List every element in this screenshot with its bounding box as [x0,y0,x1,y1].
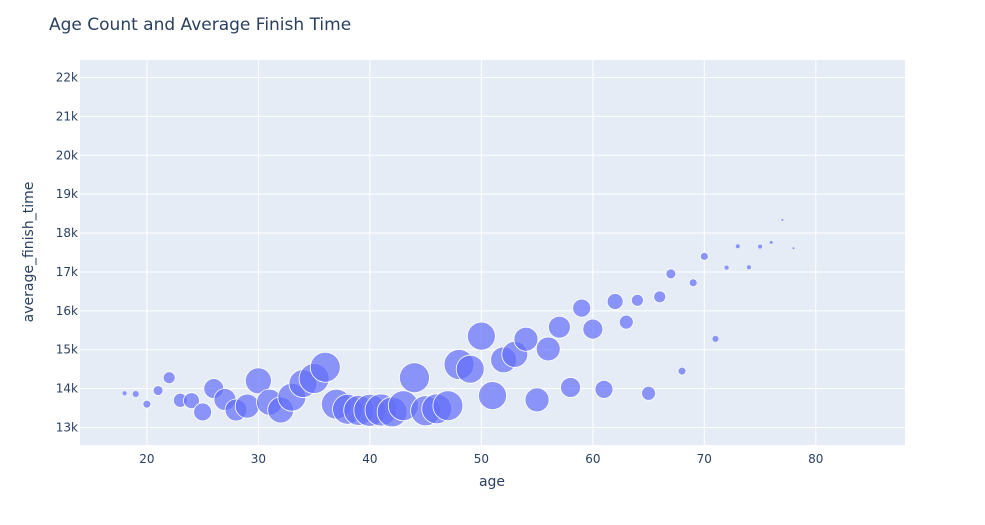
x-tick-label: 20 [139,452,154,466]
data-point [132,391,139,398]
data-points [122,218,795,428]
data-point [122,391,127,396]
data-point [547,315,571,339]
data-point [455,354,485,384]
data-point [688,278,698,288]
data-point [152,385,164,396]
data-point [699,251,709,261]
data-point [193,402,213,422]
data-point [653,290,667,304]
data-point [234,393,260,419]
data-point [183,392,200,410]
x-tick-label: 60 [585,452,600,466]
data-point [606,293,624,310]
y-tick-label: 14k [56,382,78,396]
data-point [712,335,719,342]
y-tick-label: 16k [56,304,78,318]
y-tick-label: 18k [56,226,78,240]
data-point [309,351,341,383]
data-point [792,247,795,250]
data-point [677,366,687,376]
data-point [582,318,604,340]
data-point [618,314,634,330]
y-tick-label: 21k [56,109,78,123]
data-point [478,381,507,411]
y-tick-label: 15k [56,343,78,357]
data-point [631,293,644,307]
data-point [769,240,773,244]
data-point [781,218,784,221]
x-axis-title: age [479,474,505,490]
y-tick-label: 19k [56,187,78,201]
y-axis-title: average_finish_time [21,182,37,323]
data-point [724,265,729,270]
data-point [594,379,614,399]
y-tick-labels: 13k 14k 15k 16k 17k 18k 19k 20k 21k 22k [56,71,78,435]
data-point [572,298,592,318]
x-tick-label: 70 [697,452,712,466]
x-tick-label: 80 [808,452,823,466]
data-point [535,336,561,362]
data-point [244,367,272,395]
x-tick-label: 30 [251,452,266,466]
data-point [641,385,656,401]
chart-title: Age Count and Average Finish Time [49,15,351,35]
data-point [162,371,176,385]
data-point [746,265,751,270]
y-tick-label: 17k [56,265,78,279]
data-point [513,326,539,352]
data-point [399,362,430,394]
y-tick-label: 22k [56,71,78,85]
data-point [560,377,581,398]
data-point [142,399,152,409]
data-point [524,387,550,413]
x-tick-labels: 20 30 40 50 60 70 80 [139,452,823,466]
x-tick-label: 50 [474,452,489,466]
data-point [735,244,740,249]
data-point [432,390,464,422]
data-point [758,244,763,249]
x-tick-label: 40 [362,452,377,466]
data-point [665,268,677,280]
y-tick-label: 13k [56,421,78,435]
data-point [466,321,496,351]
y-tick-label: 20k [56,148,78,162]
